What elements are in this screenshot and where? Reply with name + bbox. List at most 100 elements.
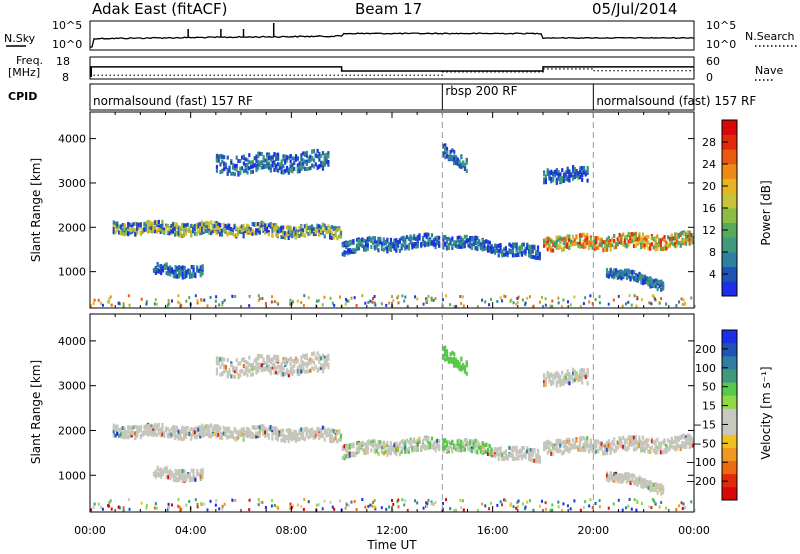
power-cell: [355, 304, 358, 308]
velocity-cell: [165, 474, 168, 479]
power-cell: [323, 155, 326, 160]
velocity-cell: [548, 447, 551, 452]
power-cell: [280, 162, 283, 167]
velocity-cell: [347, 444, 350, 449]
velocity-ylabel: Slant Range [km]: [29, 360, 43, 464]
power-cell: [178, 274, 181, 279]
power-cell: [566, 300, 569, 304]
power-cell: [179, 266, 183, 271]
power-cell: [175, 222, 178, 227]
power-cell: [625, 276, 629, 281]
velocity-cell: [152, 471, 156, 476]
velocity-cell: [156, 466, 159, 471]
power-cell: [499, 249, 502, 254]
velocity-cell: [201, 423, 204, 428]
velocity-scatter: [90, 345, 696, 513]
power-cell: [629, 239, 632, 244]
velocity-cell: [255, 434, 258, 439]
power-cell: [233, 233, 236, 238]
velocity-cell: [632, 435, 636, 440]
power-cell: [320, 229, 323, 234]
power-cell: [361, 243, 364, 248]
power-cell: [569, 303, 572, 307]
velocity-cell: [167, 506, 170, 510]
power-cell: [301, 233, 305, 238]
velocity-cell: [665, 447, 668, 452]
power-cell: [484, 300, 487, 304]
power-cell: [536, 255, 540, 260]
power-cell: [631, 236, 634, 241]
velocity-cell: [165, 469, 168, 474]
power-cell: [578, 233, 582, 238]
velocity-cell: [364, 451, 368, 456]
power-cell: [194, 294, 197, 298]
power-cell: [233, 225, 236, 230]
velocity-cell: [232, 374, 235, 379]
power-cell: [531, 245, 534, 250]
colorbar-segment: [722, 252, 737, 267]
velocity-cell: [627, 472, 630, 477]
power-cell: [432, 242, 435, 247]
power-cell: [588, 300, 591, 304]
power-cell: [283, 231, 287, 236]
velocity-cell: [526, 449, 529, 454]
velocity-cell: [199, 474, 202, 479]
velocity-cell: [160, 474, 163, 479]
velocity-cell: [285, 368, 289, 373]
power-cell: [625, 236, 628, 241]
power-cell: [645, 242, 648, 247]
power-cell: [654, 284, 657, 289]
power-cell: [350, 249, 353, 254]
velocity-cell: [688, 441, 691, 446]
power-cell: [353, 296, 356, 300]
power-cell: [434, 297, 437, 301]
power-cell: [411, 236, 414, 241]
velocity-cell: [215, 426, 218, 431]
power-cell: [681, 230, 684, 235]
velocity-cell: [508, 445, 511, 450]
velocity-cell: [253, 365, 256, 370]
velocity-cell: [258, 430, 261, 435]
velocity-cell: [127, 434, 130, 439]
velocity-cell: [302, 368, 305, 373]
power-cell: [116, 223, 119, 228]
velocity-cell: [641, 441, 645, 446]
velocity-cell: [273, 370, 276, 375]
power-cell: [613, 245, 616, 250]
power-cell: [607, 240, 610, 245]
power-cell: [215, 228, 218, 233]
velocity-cell: [517, 455, 520, 460]
velocity-cell: [414, 448, 418, 453]
power-cell: [407, 246, 410, 251]
power-cell: [562, 236, 565, 241]
power-cell: [472, 236, 475, 241]
velocity-cell: [665, 449, 668, 454]
power-cell: [307, 225, 310, 230]
velocity-cell: [520, 446, 524, 451]
power-cell: [293, 161, 296, 166]
velocity-cell: [589, 438, 592, 443]
velocity-cell: [607, 439, 610, 444]
power-cell: [607, 243, 610, 248]
velocity-cell: [479, 448, 483, 453]
power-cell: [184, 226, 187, 231]
velocity-cell: [503, 450, 506, 455]
power-cell: [240, 224, 243, 229]
power-cell: [454, 160, 458, 165]
power-cell: [658, 280, 661, 285]
velocity-cell: [285, 370, 289, 375]
nave-tick-top: 60: [706, 55, 720, 68]
power-cell: [345, 250, 348, 255]
velocity-cell: [571, 367, 575, 372]
velocity-cell: [241, 368, 244, 373]
power-cell: [350, 296, 353, 300]
velocity-cell: [516, 500, 519, 504]
power-cell: [442, 245, 445, 250]
velocity-cell: [238, 429, 242, 434]
velocity-cell: [330, 434, 334, 439]
velocity-cell: [190, 468, 193, 473]
power-cell: [627, 274, 630, 279]
velocity-cell: [305, 362, 308, 367]
power-cell: [400, 236, 403, 241]
power-cell: [311, 163, 314, 168]
